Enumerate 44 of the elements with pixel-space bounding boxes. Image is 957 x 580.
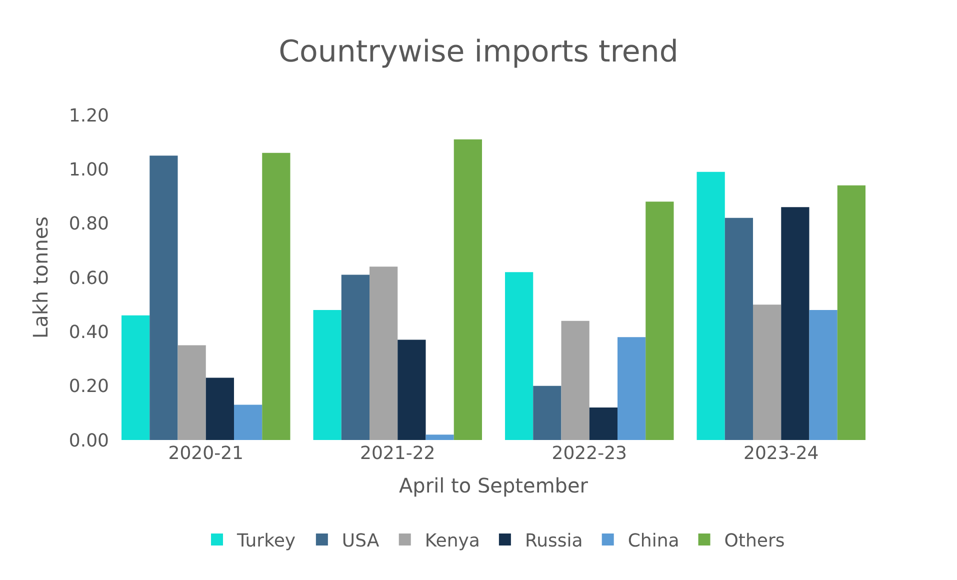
x-tick-label: 2023-24	[744, 443, 819, 464]
bar	[426, 434, 454, 440]
legend-label: USA	[342, 530, 380, 552]
bar	[234, 404, 262, 440]
bar	[561, 320, 590, 440]
bar	[618, 337, 646, 440]
y-tick-label: 0.80	[68, 214, 109, 235]
legend-label: Russia	[524, 530, 583, 552]
bar	[724, 218, 753, 440]
bar	[646, 202, 674, 440]
y-axis-title: Lakh tonnes	[28, 216, 52, 339]
bar	[178, 345, 206, 440]
bar	[837, 185, 866, 440]
y-tick-label: 0.60	[68, 268, 109, 289]
bar	[533, 386, 562, 440]
bar	[505, 272, 534, 440]
x-tick-label: 2021-22	[360, 443, 436, 464]
bar	[370, 266, 398, 440]
y-tick-label: 1.20	[68, 105, 109, 126]
bar	[262, 152, 290, 440]
x-tick-label: 2022-23	[552, 443, 627, 464]
bar	[454, 139, 482, 440]
bar	[753, 304, 782, 440]
bar	[398, 340, 426, 440]
bar	[122, 315, 150, 440]
bar	[150, 156, 178, 440]
y-tick-label: 1.00	[68, 159, 109, 180]
bar	[696, 172, 725, 440]
bar	[206, 378, 234, 440]
bar	[313, 310, 342, 440]
chart-title: Countrywise imports trend	[278, 34, 678, 70]
bar	[341, 274, 370, 440]
x-axis-title: April to September	[398, 474, 589, 498]
legend-label: Others	[724, 530, 785, 552]
y-tick-label: 0.20	[68, 376, 109, 398]
legend-label: Turkey	[236, 530, 296, 552]
legend-label: Kenya	[424, 530, 480, 552]
x-tick-label: 2020-21	[168, 443, 244, 464]
bar	[589, 408, 618, 440]
bar	[781, 207, 810, 440]
legend-label: China	[628, 530, 680, 552]
y-tick-label: 0.40	[68, 322, 109, 343]
bar	[809, 310, 838, 440]
y-tick-label: 0.00	[68, 430, 109, 452]
